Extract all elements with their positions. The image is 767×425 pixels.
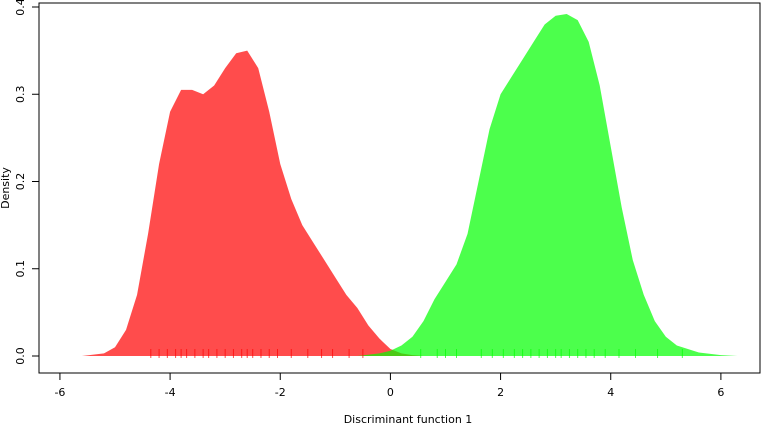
- y-axis-label: Density: [0, 167, 12, 209]
- x-tick-label: -4: [165, 386, 176, 399]
- density-area: [357, 13, 738, 356]
- x-tick-label: -2: [275, 386, 286, 399]
- y-tick-label: 0.0: [14, 347, 27, 365]
- y-tick-label: 0.3: [14, 86, 27, 104]
- x-axis-label: Discriminant function 1: [344, 413, 473, 425]
- x-tick-label: 6: [717, 386, 724, 399]
- y-tick-label: 0.4: [14, 0, 27, 16]
- density-area: [81, 50, 424, 356]
- x-tick-label: 2: [497, 386, 504, 399]
- y-tick-label: 0.2: [14, 173, 27, 191]
- x-tick-label: 4: [607, 386, 614, 399]
- y-tick-label: 0.1: [14, 260, 27, 278]
- x-tick-label: -6: [54, 386, 65, 399]
- x-tick-label: 0: [387, 386, 394, 399]
